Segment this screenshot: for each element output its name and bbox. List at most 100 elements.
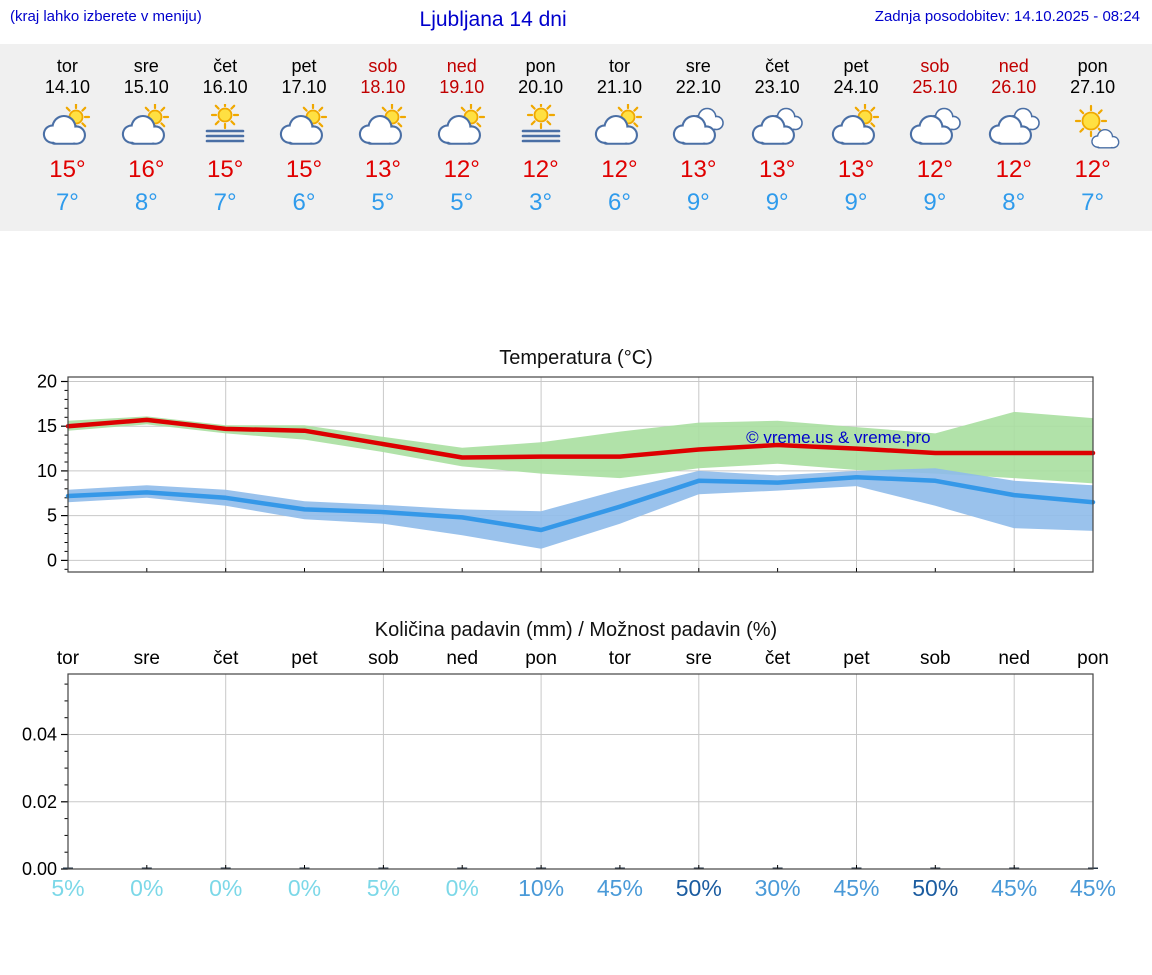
day-low-temp: 9°: [765, 189, 789, 216]
forecast-day-7: pon 20.10 12° 3°: [501, 56, 580, 217]
forecast-day-10: čet 23.10 13° 9°: [738, 56, 817, 217]
day-date: 23.10: [754, 77, 800, 97]
precip-day-label: tor: [57, 648, 80, 669]
day-date: 25.10: [912, 77, 958, 97]
forecast-day-4: pet 17.10 15° 6°: [265, 56, 344, 217]
day-high-temp: 12°: [601, 156, 638, 183]
day-name: sob: [920, 56, 950, 76]
sun-cloud-icon: [343, 101, 422, 153]
forecast-day-14: pon 27.10 12° 7°: [1053, 56, 1132, 217]
watermark-link[interactable]: © vreme.us & vreme.pro: [746, 428, 930, 447]
sun-cloud-icon: [28, 101, 107, 153]
day-high-temp: 12°: [522, 156, 559, 183]
forecast-day-13: ned 26.10 12° 8°: [974, 56, 1053, 217]
day-low-temp: 6°: [607, 189, 631, 216]
precip-probability-label: 0%: [130, 875, 163, 901]
weather-forecast-page: (kraj lahko izberete v meniju) Ljubljana…: [0, 0, 1152, 901]
cloudy-icon: [659, 101, 738, 153]
precip-ytick-label: 0.04: [22, 725, 57, 745]
fog-sun-icon: [501, 101, 580, 153]
sun-cloud-icon: [422, 101, 501, 153]
day-date: 16.10: [202, 77, 248, 97]
day-high-temp: 15°: [285, 156, 323, 183]
day-name: sre: [685, 56, 711, 76]
temperature-chart: 0 5 10 15 20 © vreme.us & vreme.pro: [37, 372, 1096, 573]
day-low-temp: 8°: [134, 189, 158, 216]
precip-day-label: sre: [686, 648, 712, 669]
day-low-temp: 9°: [923, 189, 947, 216]
day-date: 24.10: [833, 77, 879, 97]
day-name: čet: [765, 56, 790, 76]
last-updated: Zadnja posodobitev: 14.10.2025 - 08:24: [874, 8, 1140, 25]
precip-probability-label: 50%: [676, 875, 722, 901]
day-low-temp: 7°: [1081, 189, 1105, 216]
temp-series-line: [65, 474, 1096, 533]
day-date: 20.10: [518, 77, 564, 97]
day-low-temp: 6°: [292, 189, 316, 216]
precip-probability-label: 50%: [912, 875, 958, 901]
day-high-temp: 13°: [837, 156, 875, 183]
day-date: 26.10: [991, 77, 1037, 97]
forecast-day-6: ned 19.10 12° 5°: [422, 56, 501, 217]
precip-day-label: sob: [368, 648, 399, 669]
precip-ytick-label: 0.00: [22, 859, 57, 879]
day-name: pon: [1077, 56, 1108, 76]
day-high-temp: 15°: [207, 156, 244, 183]
day-date: 19.10: [439, 77, 485, 97]
precip-probability-label: 45%: [991, 875, 1037, 901]
day-name: pet: [843, 56, 869, 76]
day-date: 14.10: [44, 77, 90, 97]
precip-day-label: sob: [920, 648, 951, 669]
day-low-temp: 9°: [686, 189, 710, 216]
temp-ytick-label: 0: [47, 550, 57, 570]
day-name: ned: [446, 56, 477, 76]
forecast-day-9: sre 22.10 13° 9°: [659, 56, 738, 217]
day-date: 21.10: [596, 77, 642, 97]
precip-probability-label: 30%: [755, 875, 801, 901]
precip-probability-label: 45%: [833, 875, 879, 901]
day-low-temp: 5°: [371, 189, 395, 216]
temperature-chart-block: Temperatura (°C) 0 5 10 15 20 © vreme.us & vr…: [0, 347, 1152, 585]
precip-day-label: čet: [213, 648, 239, 669]
forecast-day-5: sob 18.10 13° 5°: [343, 56, 422, 217]
day-high-temp: 15°: [49, 156, 86, 183]
forecast-strip: tor 14.10 15° 7° sre 15.10 16° 8° čet 16.10 15° 7° p…: [0, 44, 1152, 231]
precip-day-label: tor: [609, 648, 632, 669]
day-low-temp: 9°: [844, 189, 868, 216]
temp-series-line: [65, 417, 1096, 460]
day-low-temp: 8°: [1002, 189, 1026, 216]
sun-small-cloud-icon: [1053, 101, 1132, 153]
temp-band: [68, 411, 1093, 484]
precip-day-label: pon: [525, 648, 557, 669]
precip-probability-label: 0%: [209, 875, 242, 901]
day-name: ned: [998, 56, 1029, 76]
day-name: pon: [525, 56, 556, 76]
day-high-temp: 12°: [1074, 156, 1111, 183]
day-name: tor: [56, 56, 78, 76]
day-name: sre: [133, 56, 159, 76]
forecast-day-8: tor 21.10 12° 6°: [580, 56, 659, 217]
day-high-temp: 12°: [995, 156, 1032, 183]
day-date: 27.10: [1070, 77, 1116, 97]
page-title: Ljubljana 14 dni: [419, 8, 567, 31]
precip-day-label: ned: [998, 648, 1030, 669]
day-high-temp: 16°: [128, 156, 165, 183]
temp-ytick-label: 5: [47, 506, 57, 526]
forecast-day-1: tor 14.10 15° 7°: [28, 56, 107, 217]
precip-probability-label: 0%: [446, 875, 479, 901]
precipitation-chart-title: Količina padavin (mm) / Možnost padavin …: [374, 619, 778, 641]
day-low-temp: 7°: [213, 189, 237, 216]
day-high-temp: 12°: [916, 156, 954, 183]
forecast-day-11: pet 24.10 13° 9°: [817, 56, 896, 217]
sun-cloud-icon: [265, 101, 344, 153]
precip-day-label: sre: [134, 648, 160, 669]
precipitation-chart: tor sre čet pet sob ned pon tor sre čet pet sob ned p…: [22, 648, 1116, 901]
day-high-temp: 13°: [759, 156, 796, 183]
day-low-temp: 3°: [529, 189, 553, 216]
menu-hint: (kraj lahko izberete v meniju): [10, 8, 202, 25]
day-high-temp: 12°: [443, 156, 480, 183]
day-name: tor: [608, 56, 630, 76]
topbar: (kraj lahko izberete v meniju) Ljubljana…: [0, 0, 1152, 34]
day-date: 18.10: [360, 77, 406, 97]
precip-probability-label: 10%: [518, 875, 564, 901]
